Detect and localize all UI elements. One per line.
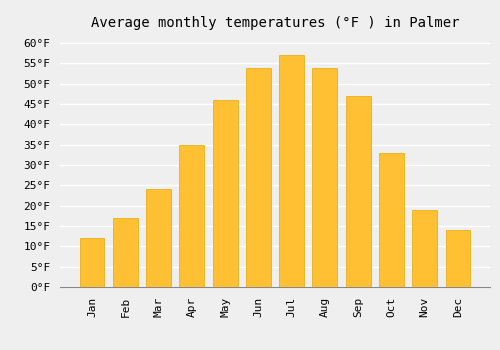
Bar: [80, 238, 104, 287]
Bar: [246, 68, 271, 287]
Bar: [379, 153, 404, 287]
Bar: [346, 96, 370, 287]
Bar: [279, 55, 304, 287]
Bar: [146, 189, 171, 287]
Bar: [412, 210, 437, 287]
Bar: [446, 230, 470, 287]
Bar: [180, 145, 204, 287]
Bar: [212, 100, 238, 287]
Title: Average monthly temperatures (°F ) in Palmer: Average monthly temperatures (°F ) in Pa…: [91, 16, 459, 30]
Bar: [113, 218, 138, 287]
Bar: [312, 68, 338, 287]
